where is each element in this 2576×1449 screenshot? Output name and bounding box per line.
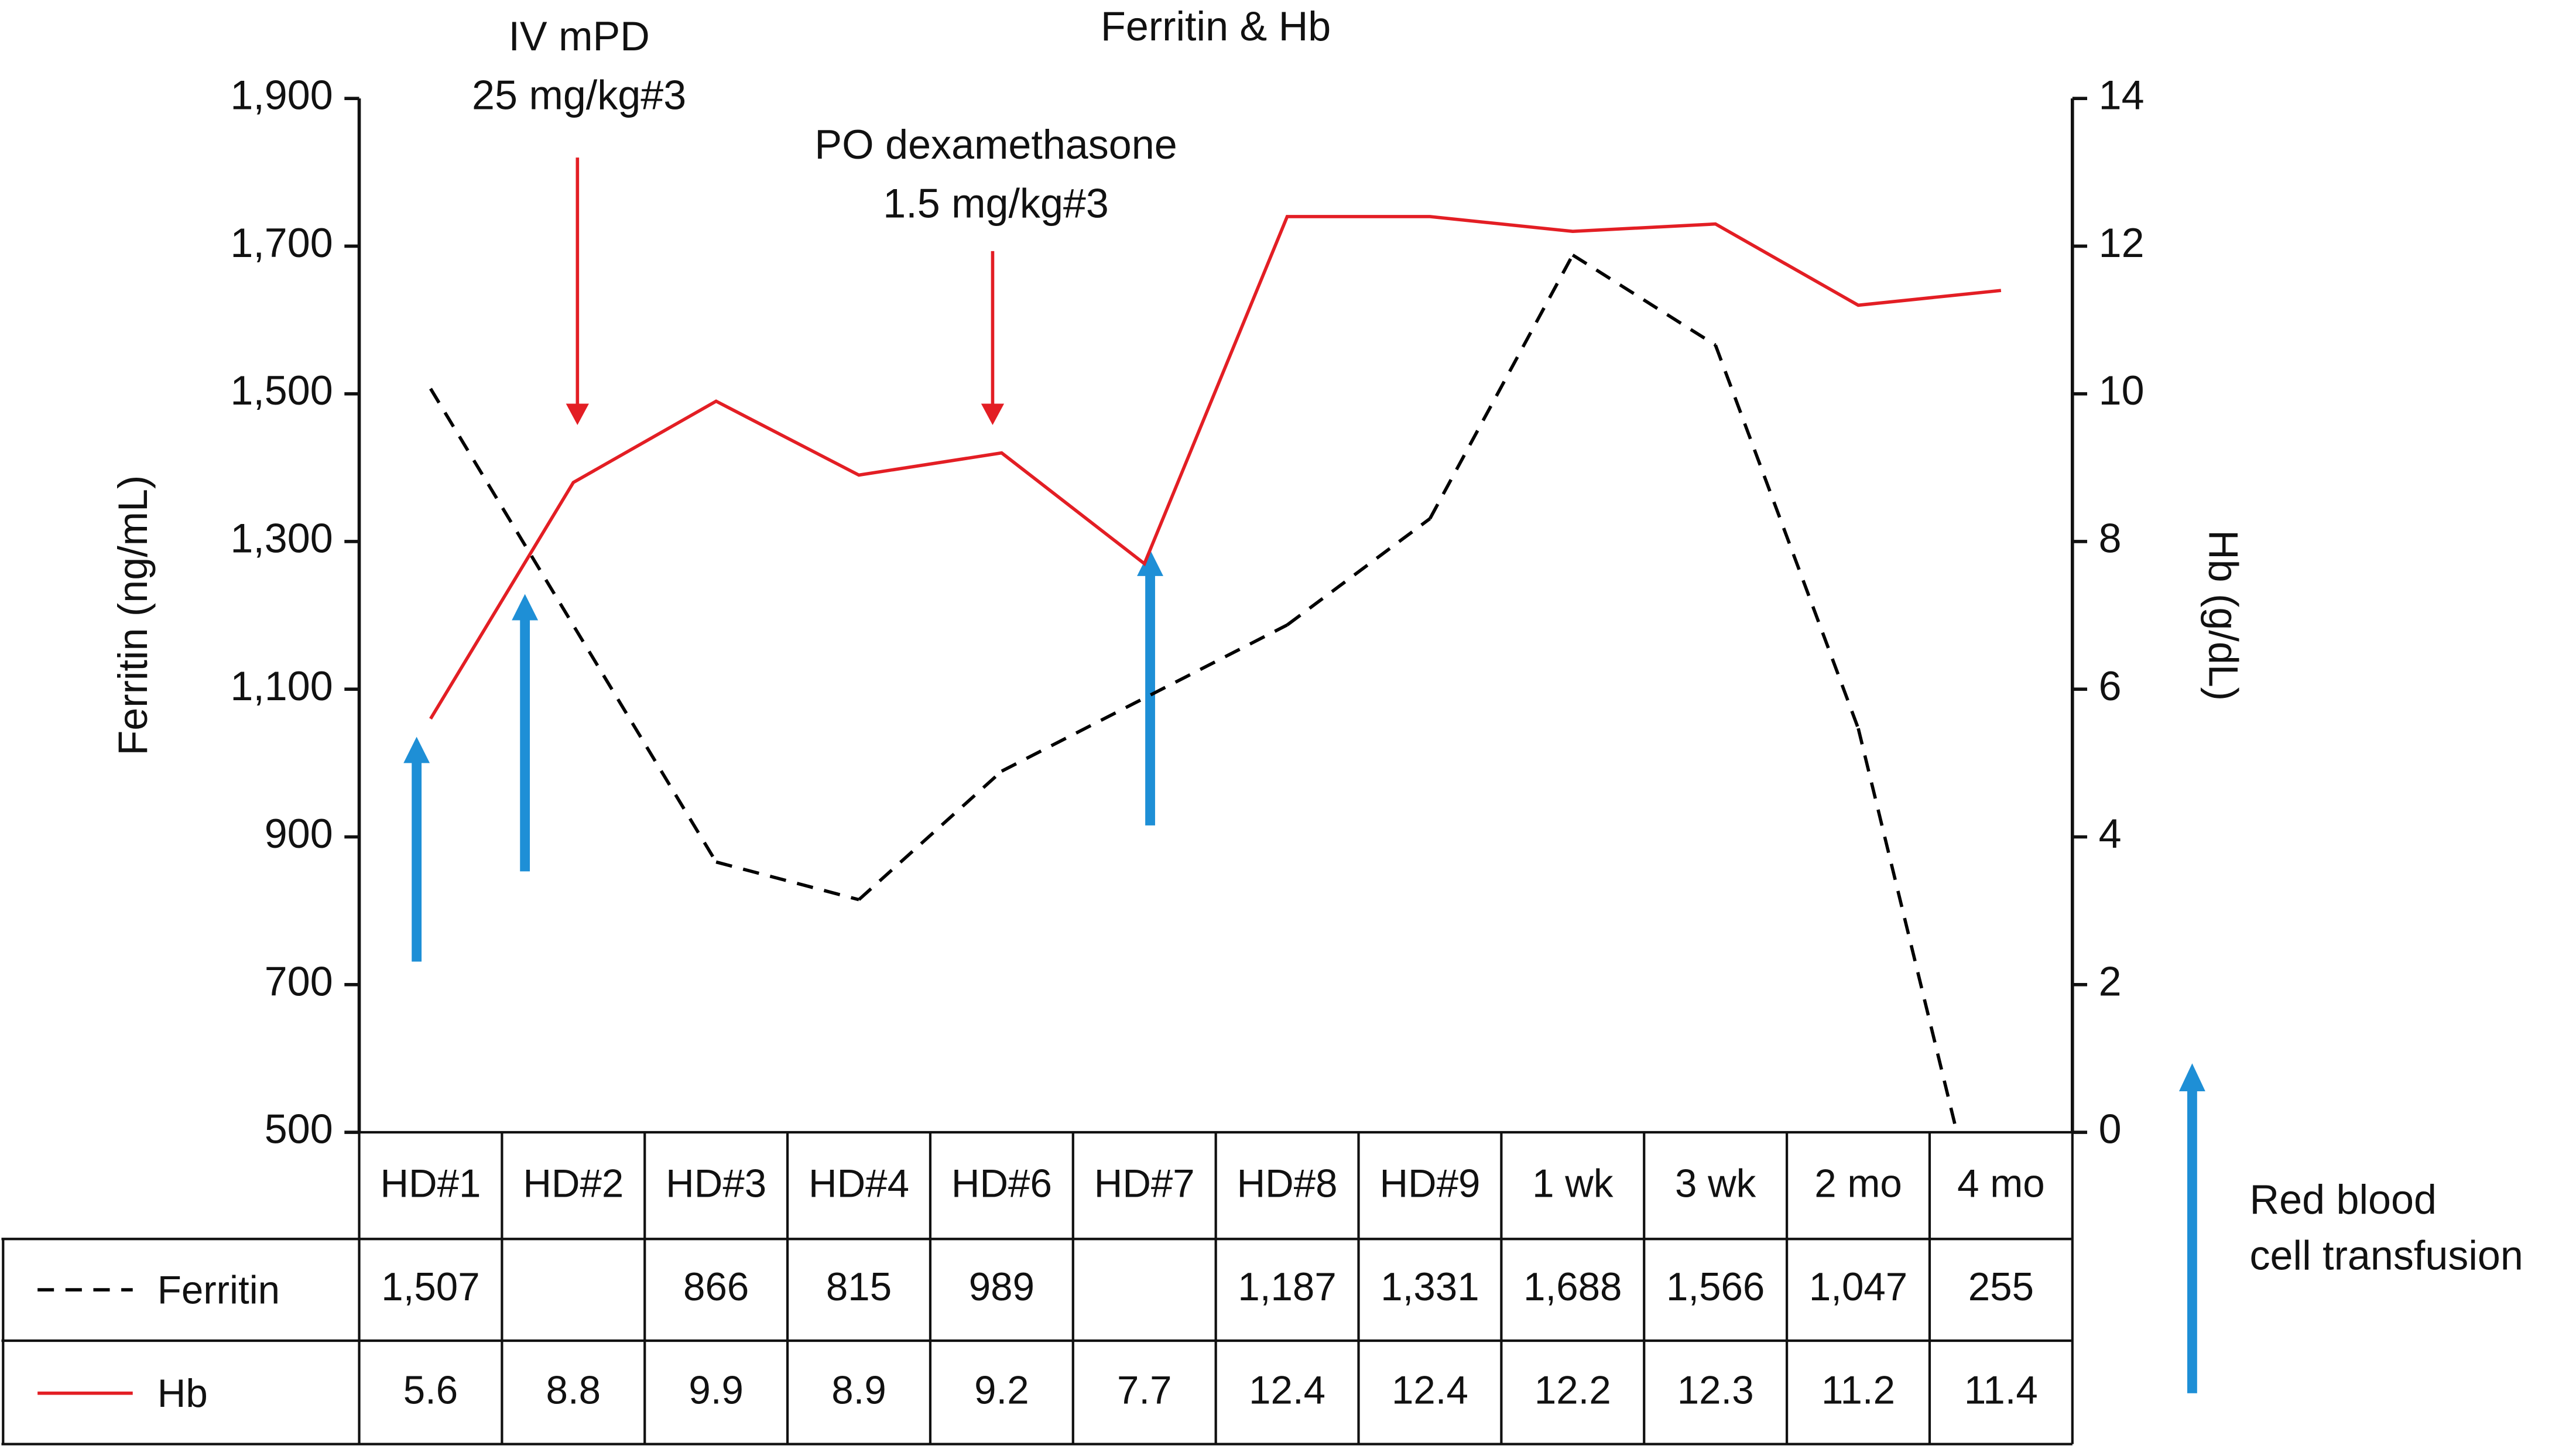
- series-segment: [1286, 517, 1431, 626]
- table-value: 255: [1968, 1265, 2034, 1309]
- transfusion-arrows: [403, 549, 2205, 1393]
- x-tick-label: HD#3: [666, 1162, 766, 1205]
- table-value: 11.2: [1821, 1368, 1895, 1412]
- table-value: 12.4: [1392, 1368, 1468, 1412]
- table-value: 1,566: [1666, 1265, 1765, 1309]
- y2-tick-label: 4: [2099, 811, 2122, 857]
- series-segment: [858, 770, 1003, 901]
- table-value: 5.6: [403, 1368, 458, 1412]
- legend-note: cell transfusion: [2250, 1232, 2523, 1278]
- y-tick-label: 1,900: [230, 73, 333, 118]
- arrow-head: [403, 737, 430, 763]
- y2-tick-label: 10: [2099, 368, 2145, 413]
- annotation-arrow-head: [566, 403, 589, 425]
- y-tick-label: 500: [265, 1107, 333, 1152]
- legend-label: Ferritin: [157, 1268, 280, 1312]
- x-tick-label: HD#4: [809, 1162, 909, 1205]
- table-value: 8.8: [546, 1368, 601, 1412]
- series-segment: [1428, 254, 1574, 520]
- x-tick-label: 4 mo: [1957, 1162, 2045, 1205]
- y2-tick-label: 12: [2099, 220, 2145, 266]
- y2-tick-label: 14: [2099, 73, 2145, 118]
- table-value: 12.3: [1677, 1368, 1754, 1412]
- table-value: 12.2: [1534, 1368, 1611, 1412]
- series-segment: [715, 860, 859, 902]
- table-value: 989: [969, 1265, 1034, 1309]
- x-tick-label: 1 wk: [1532, 1162, 1614, 1205]
- table-value: 9.2: [974, 1368, 1029, 1412]
- chart-title: Ferritin & Hb: [1101, 4, 1331, 49]
- arrow-head: [1137, 549, 1163, 576]
- table-value: 7.7: [1117, 1368, 1172, 1412]
- table-value: 8.9: [831, 1368, 886, 1412]
- table-value: 1,047: [1809, 1265, 1907, 1309]
- series-segment: [1714, 344, 1860, 729]
- x-tick-label: HD#1: [380, 1162, 481, 1205]
- plot-area: [429, 215, 2002, 1133]
- y-tick-label: 700: [265, 958, 333, 1004]
- arrow-head: [512, 594, 539, 621]
- legend-note: Red blood: [2250, 1177, 2437, 1222]
- y-tick-label: 1,700: [230, 220, 333, 266]
- table-value: 1,507: [381, 1265, 479, 1309]
- table-value: 9.9: [688, 1368, 744, 1412]
- y2-tick-label: 6: [2099, 663, 2122, 709]
- y2-tick-label: 2: [2099, 958, 2122, 1004]
- y-tick-label: 1,300: [230, 515, 333, 561]
- series-segment: [1571, 254, 1717, 347]
- series-segment: [1001, 624, 1288, 773]
- annotation: 25 mg/kg#3: [472, 73, 686, 118]
- table-value: 815: [826, 1265, 892, 1309]
- x-tick-label: HD#7: [1094, 1162, 1195, 1205]
- series-line: [429, 215, 2002, 720]
- legend-label: Hb: [157, 1372, 208, 1416]
- table-value: 1,187: [1238, 1265, 1336, 1309]
- annotation: 1.5 mg/kg#3: [883, 181, 1109, 227]
- table-value: 1,688: [1523, 1265, 1622, 1309]
- x-tick-label: HD#2: [523, 1162, 624, 1205]
- x-tick-label: HD#8: [1237, 1162, 1338, 1205]
- x-tick-label: HD#9: [1379, 1162, 1480, 1205]
- annotation-arrow-head: [981, 403, 1005, 425]
- x-tick-label: HD#6: [951, 1162, 1052, 1205]
- x-tick-label: 2 mo: [1814, 1162, 1902, 1205]
- table-value: 866: [683, 1265, 749, 1309]
- y2-tick-label: 0: [2099, 1107, 2122, 1152]
- y-tick-label: 900: [265, 811, 333, 857]
- table-value: 1,331: [1381, 1265, 1479, 1309]
- table-value: 12.4: [1249, 1368, 1325, 1412]
- y-tick-label: 1,500: [230, 368, 333, 413]
- x-tick-label: 3 wk: [1675, 1162, 1756, 1205]
- y-axis-title: Ferritin (ng/mL): [110, 475, 156, 756]
- arrow-head: [2178, 1063, 2205, 1091]
- y-tick-label: 1,100: [230, 663, 333, 709]
- y2-axis-title: Hb (g/dL): [2201, 530, 2246, 701]
- annotation: IV mPD: [508, 13, 649, 59]
- annotation: PO dexamethasone: [814, 122, 1177, 167]
- y2-tick-label: 8: [2099, 515, 2122, 561]
- table-value: 11.4: [1964, 1368, 2038, 1412]
- series-segment: [429, 388, 718, 863]
